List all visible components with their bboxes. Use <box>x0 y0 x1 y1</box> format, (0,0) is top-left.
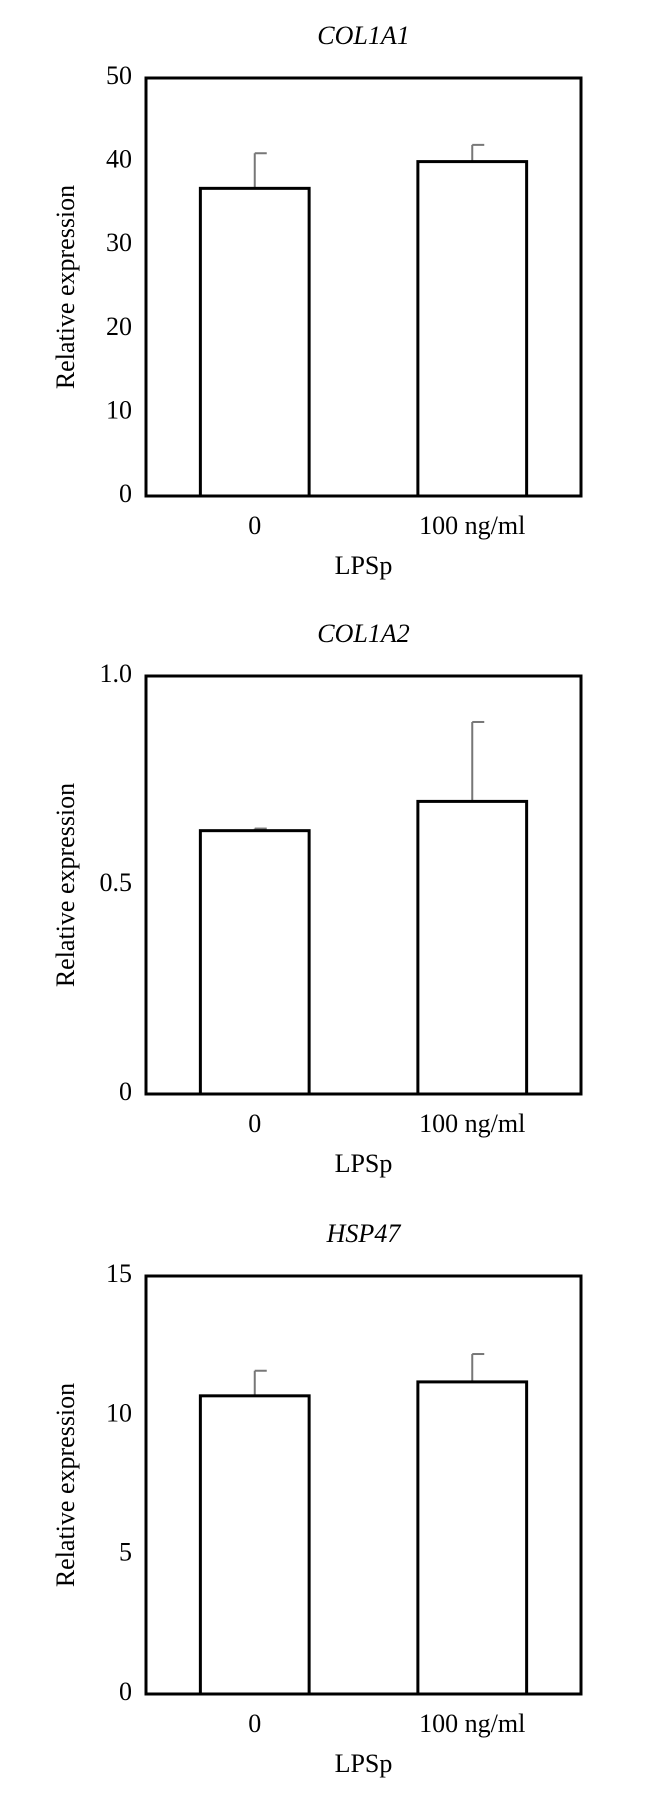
x-axis-label: LPSp <box>335 1749 393 1778</box>
plot-frame <box>144 76 583 498</box>
bar <box>198 829 311 1096</box>
y-tick-label: 0.5 <box>100 868 133 897</box>
y-tick-label: 30 <box>106 228 132 257</box>
chart-title: COL1A2 <box>317 619 409 648</box>
plot-frame <box>144 1274 583 1696</box>
y-tick-label: 10 <box>106 1398 132 1427</box>
bar <box>416 799 529 1096</box>
x-axis-label: LPSp <box>335 1149 393 1178</box>
y-tick-label: 10 <box>106 395 132 424</box>
y-tick-label: 50 <box>106 61 132 90</box>
y-tick-label: 5 <box>119 1538 132 1567</box>
chart-title: COL1A1 <box>317 21 409 50</box>
x-tick-label: 0 <box>248 1709 261 1738</box>
y-tick-label: 0 <box>119 479 132 508</box>
bar <box>416 160 529 498</box>
chart-title: HSP47 <box>326 1219 402 1248</box>
x-tick-label: 100 ng/ml <box>419 511 525 540</box>
x-tick-label: 0 <box>248 511 261 540</box>
y-tick-label: 15 <box>106 1259 132 1288</box>
y-tick-label: 40 <box>106 145 132 174</box>
y-axis-label: Relative expression <box>51 185 80 389</box>
x-tick-label: 100 ng/ml <box>419 1709 525 1738</box>
x-axis-label: LPSp <box>335 551 393 580</box>
x-tick-label: 0 <box>248 1109 261 1138</box>
y-tick-label: 20 <box>106 312 132 341</box>
bar <box>198 1394 311 1696</box>
bar <box>198 186 311 498</box>
y-tick-label: 1.0 <box>100 659 133 688</box>
y-axis-label: Relative expression <box>51 783 80 987</box>
bar <box>416 1380 529 1696</box>
x-tick-label: 100 ng/ml <box>419 1109 525 1138</box>
y-axis-label: Relative expression <box>51 1383 80 1587</box>
y-tick-label: 0 <box>119 1077 132 1106</box>
y-tick-label: 0 <box>119 1677 132 1706</box>
